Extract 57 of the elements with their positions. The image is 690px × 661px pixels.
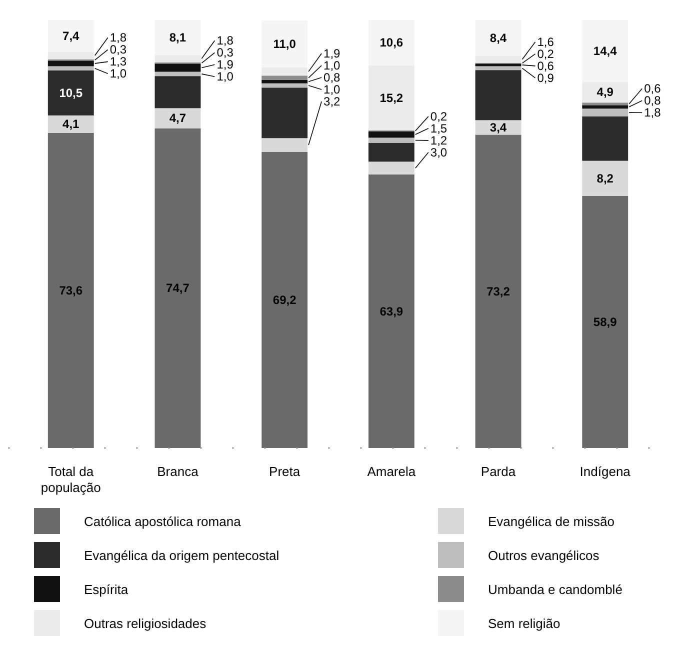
- data-label: 4,1: [62, 117, 80, 132]
- data-label: 1,0: [110, 66, 127, 81]
- data-label: 63,9: [380, 304, 404, 318]
- legend-label: Umbanda e candomblé: [488, 582, 622, 597]
- data-label: 10,5: [59, 86, 83, 100]
- data-label: 0,9: [537, 70, 554, 85]
- data-label: 0,3: [216, 46, 234, 60]
- data-label: 73,2: [486, 284, 510, 298]
- data-label: 8,1: [169, 30, 186, 44]
- data-label: 8,2: [596, 171, 614, 186]
- data-label: 0,6: [644, 82, 662, 96]
- legend-label: Católica apostólica romana: [84, 514, 242, 529]
- data-label: 1,5: [430, 121, 448, 136]
- data-label: 3,2: [324, 94, 341, 109]
- data-label: 14,4: [593, 44, 618, 58]
- data-label: 1,9: [216, 58, 234, 72]
- x-tick-label: Branca: [157, 464, 200, 479]
- data-label: 0,6: [537, 58, 554, 73]
- legend-label: Evangélica de missão: [488, 514, 614, 529]
- data-label: 0,8: [644, 94, 662, 108]
- data-label: 69,2: [272, 292, 297, 307]
- data-label: 0,8: [324, 70, 341, 85]
- data-label: 73,6: [59, 283, 83, 298]
- data-label: 74,7: [166, 281, 190, 296]
- data-label: 7,4: [62, 28, 80, 43]
- legend-label: Evangélica da origem pentecostal: [84, 548, 280, 563]
- data-label: 8,4: [490, 30, 507, 45]
- x-tick-label: Parda: [480, 464, 516, 479]
- data-label: 10,6: [380, 36, 404, 50]
- data-label: 11,0: [273, 36, 296, 51]
- x-tick-label: Preta: [269, 464, 301, 479]
- data-label: 4,7: [169, 111, 186, 126]
- data-label: 1,3: [110, 54, 127, 69]
- data-label: 0,3: [110, 42, 127, 57]
- data-label: 1,8: [644, 106, 662, 120]
- data-label: 3,0: [430, 145, 448, 160]
- data-label: 4,9: [596, 85, 614, 100]
- data-label: 58,9: [593, 314, 618, 329]
- data-label: 3,4: [490, 120, 507, 134]
- data-label: 1,0: [216, 70, 234, 84]
- legend-label: Espírita: [84, 582, 129, 597]
- data-label: 1,0: [324, 58, 341, 73]
- data-label: 1,6: [537, 34, 554, 49]
- x-tick-label: Indígena: [580, 464, 632, 479]
- data-label: 0,2: [430, 109, 448, 124]
- data-label: 1,8: [216, 34, 234, 48]
- legend-label: Sem religião: [488, 616, 560, 631]
- legend-label: Outros evangélicos: [488, 548, 600, 563]
- data-label: 15,2: [380, 90, 404, 105]
- data-label: 0,2: [537, 46, 554, 61]
- data-label: 1,2: [430, 133, 448, 148]
- x-tick-label: Amarela: [367, 464, 416, 479]
- data-label: 1,9: [324, 46, 341, 61]
- x-tick-label: Total da população: [40, 464, 101, 495]
- data-label: 1,0: [324, 82, 341, 97]
- data-label: 1,8: [110, 30, 127, 45]
- legend-label: Outras religiosidades: [84, 616, 207, 631]
